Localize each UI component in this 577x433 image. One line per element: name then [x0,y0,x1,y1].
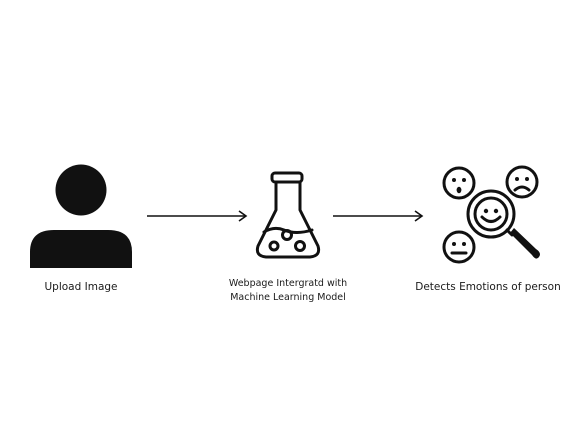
step-label-upload: Upload Image [44,281,118,293]
arrow-right-icon [147,210,248,222]
step-label-detect: Detects Emotions of person [415,281,561,293]
user-silhouette-icon [30,164,132,268]
emotion-detect-icon [442,165,540,264]
flask-icon [255,171,321,259]
step-label-ml-line2: Machine Learning Model [230,292,346,303]
arrow-right-icon [333,210,424,222]
step-label-ml-line1: Webpage Intergratd with [228,278,348,289]
